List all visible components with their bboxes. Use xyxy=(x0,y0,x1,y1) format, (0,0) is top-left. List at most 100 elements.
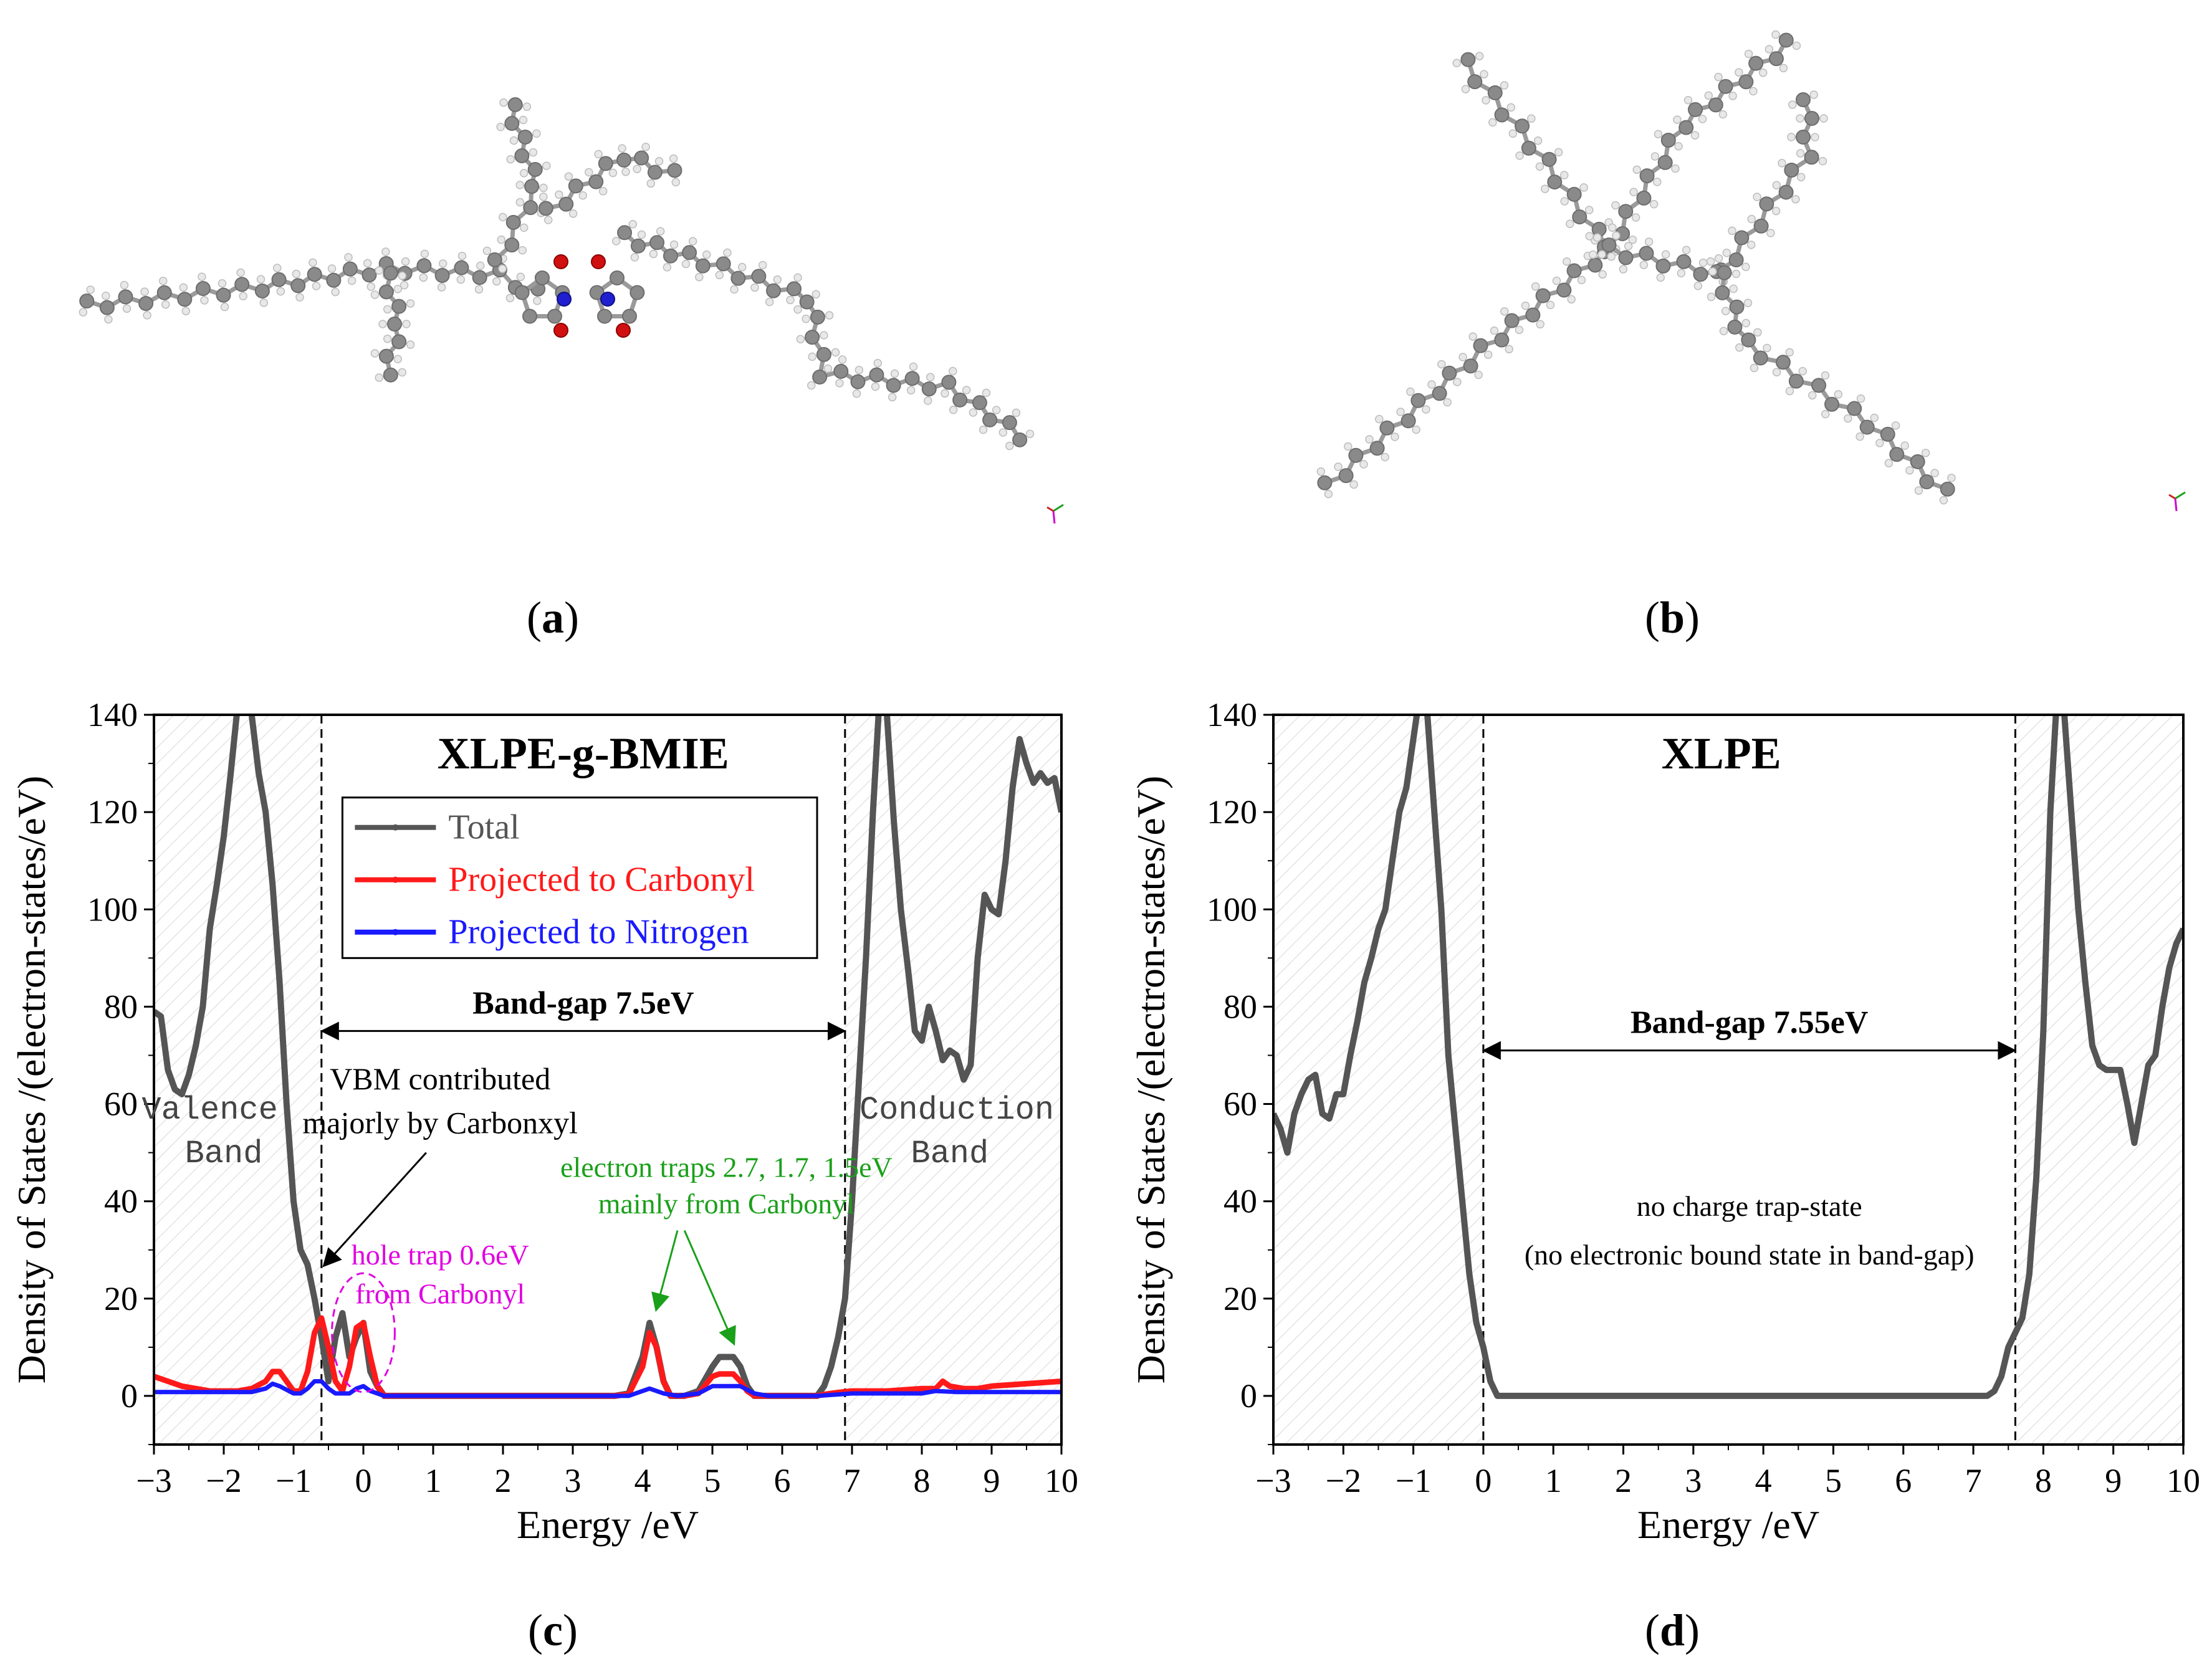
hydrogen-atom xyxy=(1500,81,1509,90)
vbm-annotation: VBM contributed xyxy=(330,1061,550,1096)
hole-trap-annotation: hole trap 0.6eV xyxy=(352,1239,529,1271)
hydrogen-atom xyxy=(1012,408,1021,418)
hydrogen-atom xyxy=(457,251,467,260)
carbon-atom xyxy=(326,272,342,288)
hydrogen-atom xyxy=(702,250,711,259)
hydrogen-atom xyxy=(1690,131,1700,140)
carbon-atom xyxy=(810,309,825,325)
carbon-atom xyxy=(391,334,407,350)
band-gap-label: Band-gap 7.5eV xyxy=(472,985,694,1021)
carbon-atom xyxy=(138,295,154,311)
carbon-atom xyxy=(378,284,394,300)
x-axis-title: Energy /eV xyxy=(1637,1502,1819,1547)
hydrogen-atom xyxy=(1488,118,1497,127)
hydrogen-atom xyxy=(1585,232,1594,241)
carbon-atom xyxy=(391,299,407,314)
hydrogen-atom xyxy=(1731,269,1741,279)
hydrogen-atom xyxy=(594,150,603,159)
series-line-projected-to-nitrogen xyxy=(154,1379,1061,1398)
carbon-atom xyxy=(1442,365,1457,381)
x-tick-label: 0 xyxy=(1475,1462,1491,1499)
hydrogen-atom xyxy=(695,272,704,282)
carbon-atom xyxy=(504,237,520,253)
hydrogen-atom xyxy=(497,235,506,244)
legend-marker xyxy=(392,824,399,831)
carbon-atom xyxy=(1753,350,1768,366)
hydrogen-atom xyxy=(363,259,372,268)
carbon-atom xyxy=(850,374,866,389)
carbon-atom xyxy=(617,225,633,241)
hydrogen-atom xyxy=(1661,250,1670,259)
hydrogen-atom xyxy=(926,373,935,381)
hydrogen-atom xyxy=(1597,250,1606,259)
carbon-atom xyxy=(1572,209,1587,225)
x-tick-label: 1 xyxy=(1545,1462,1562,1499)
hydrogen-atom xyxy=(236,268,245,277)
carbon-atom xyxy=(1012,432,1028,447)
carbon-atom xyxy=(523,200,539,216)
y-tick-label: 80 xyxy=(1223,988,1257,1025)
carbon-atom xyxy=(1693,267,1708,282)
x-tick-label: 1 xyxy=(425,1462,442,1499)
carbon-atom xyxy=(597,308,613,324)
hydrogen-atom xyxy=(688,237,697,246)
hydrogen-atom xyxy=(370,290,380,299)
carbon-atom xyxy=(588,174,604,189)
hydrogen-atom xyxy=(1844,414,1852,423)
hydrogen-atom xyxy=(1624,242,1633,251)
hydrogen-atom xyxy=(378,320,387,328)
carbon-atom xyxy=(514,285,530,300)
hydrogen-atom xyxy=(327,264,337,273)
hydrogen-atom xyxy=(456,275,466,284)
hydrogen-atom xyxy=(1743,299,1753,307)
y-axis-title: Density of States /(electron-states/eV) xyxy=(9,776,54,1384)
hydrogen-atom xyxy=(1344,442,1353,451)
carbon-atom xyxy=(1778,184,1794,200)
hydrogen-atom xyxy=(812,290,820,299)
vbm-annotation: majorly by Carbonxyl xyxy=(302,1105,578,1140)
hydrogen-atom xyxy=(1607,252,1616,261)
hydrogen-atom xyxy=(1821,409,1830,419)
molecule-a-image xyxy=(79,97,1064,524)
hydrogen-atom xyxy=(608,168,618,178)
electron-trap-arrow xyxy=(683,1230,736,1346)
hydrogen-atom xyxy=(181,307,191,315)
hydrogen-atom xyxy=(1025,429,1035,438)
hydrogen-atom xyxy=(962,386,971,394)
hydrogen-atom xyxy=(765,297,774,307)
carbon-atom xyxy=(869,367,884,383)
hydrogen-atom xyxy=(402,320,411,328)
carbon-atom xyxy=(1676,254,1692,269)
hydrogen-atom xyxy=(1654,130,1663,138)
carbon-atom xyxy=(921,381,937,397)
hydrogen-atom xyxy=(522,102,532,112)
hydrogen-atom xyxy=(654,157,664,166)
carbon-atom xyxy=(1919,474,1935,490)
hydrogen-atom xyxy=(406,340,415,349)
hydrogen-atom xyxy=(1316,467,1326,476)
hydrogen-atom xyxy=(1490,326,1499,335)
carbon-atom xyxy=(1759,196,1774,212)
oxygen-atom xyxy=(553,323,568,338)
hydrogen-atom xyxy=(1531,282,1540,291)
carbon-atom xyxy=(383,367,398,383)
carbon-atom xyxy=(799,294,815,310)
hydrogen-atom xyxy=(1856,394,1865,403)
hydrogen-atom xyxy=(1461,85,1470,93)
carbon-atom xyxy=(535,270,550,285)
hydrogen-atom xyxy=(1500,307,1509,316)
hydrogen-atom xyxy=(1443,398,1452,407)
x-tick-label: −3 xyxy=(1255,1462,1291,1499)
carbon-atom xyxy=(1811,378,1827,393)
carbon-atom xyxy=(307,267,322,282)
hydrogen-atom xyxy=(618,144,626,153)
hydrogen-atom xyxy=(309,258,317,267)
hydrogen-atom xyxy=(979,425,988,434)
oxygen-atom xyxy=(616,323,631,338)
hydrogen-atom xyxy=(1749,87,1758,96)
hydrogen-atom xyxy=(831,348,840,357)
carbon-atom xyxy=(663,248,678,264)
hydrogen-atom xyxy=(259,299,269,307)
carbon-atom xyxy=(1487,85,1503,100)
hydrogen-atom xyxy=(1474,370,1483,380)
